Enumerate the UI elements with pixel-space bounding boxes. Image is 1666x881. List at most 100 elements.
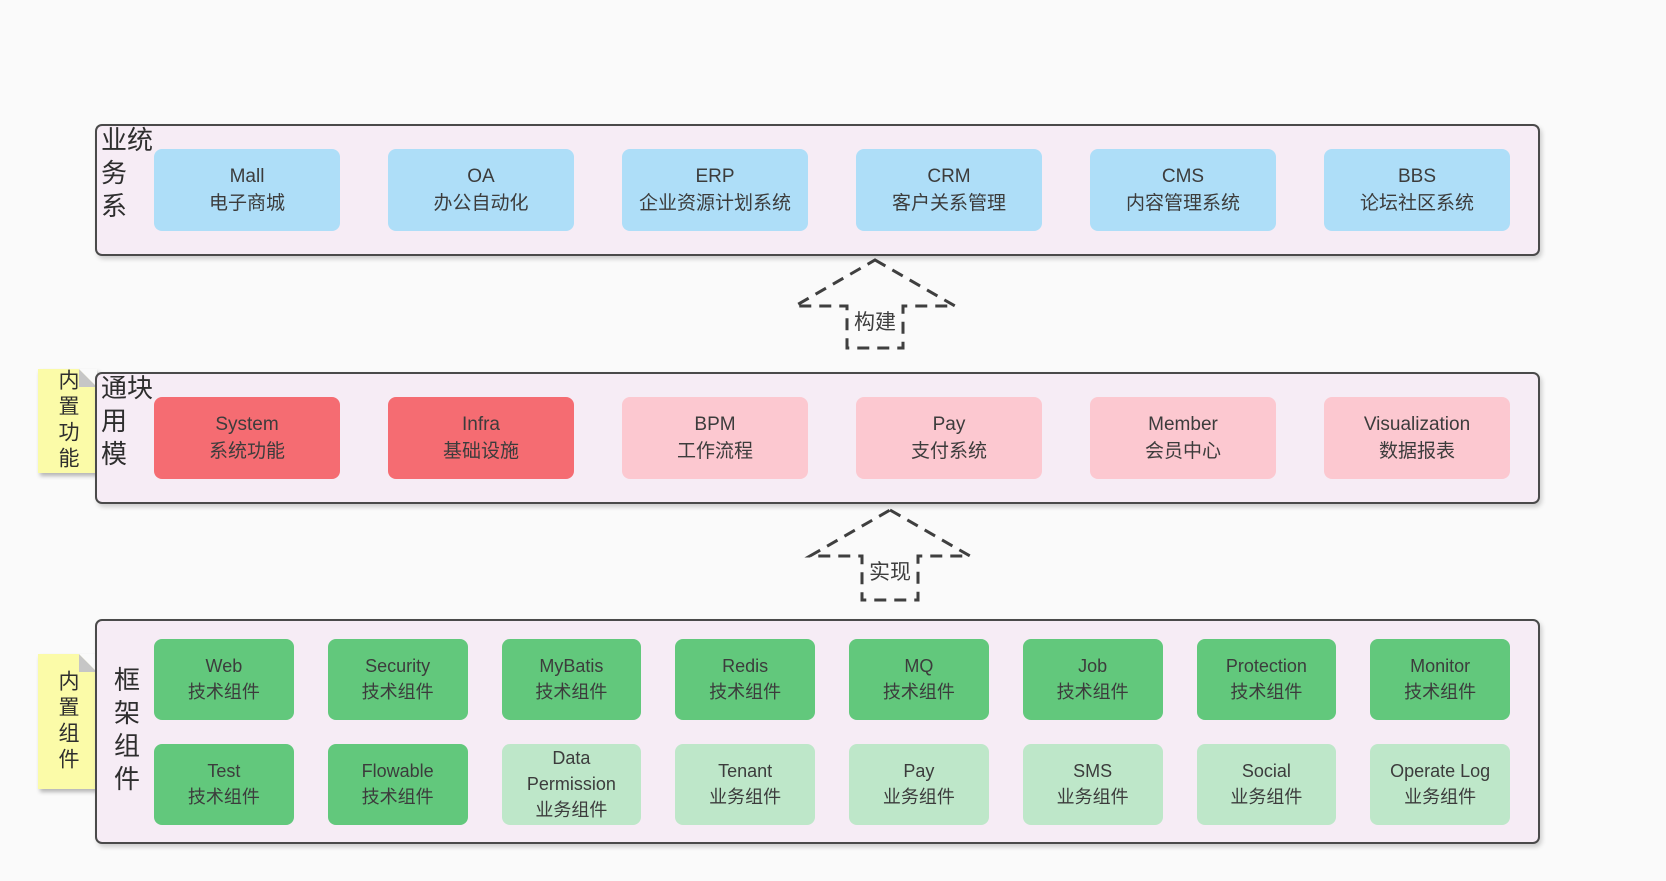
box-subtitle: 技术组件 bbox=[187, 787, 260, 807]
box-mall: Mall 电子商城 bbox=[154, 149, 340, 231]
box-title: Monitor bbox=[1410, 656, 1471, 676]
box-infra: Infra 基础设施 bbox=[388, 397, 574, 479]
box-title: Visualization bbox=[1363, 414, 1471, 435]
box-subtitle: 会员中心 bbox=[1144, 441, 1221, 462]
box-title: MQ bbox=[904, 656, 934, 676]
layer-label-business-systems: 业务系统 bbox=[97, 126, 154, 254]
box-subtitle: 业务组件 bbox=[882, 787, 955, 807]
box-title: Social bbox=[1241, 761, 1291, 781]
box-title: System bbox=[215, 414, 279, 435]
box-member: Member 会员中心 bbox=[1090, 397, 1276, 479]
box-title: MyBatis bbox=[539, 656, 604, 676]
arrow-implement-label: 实现 bbox=[869, 561, 911, 584]
box-oa: OA 办公自动化 bbox=[388, 149, 574, 231]
box-operate-log: Operate Log 业务组件 bbox=[1370, 743, 1510, 825]
box-subtitle: 技术组件 bbox=[709, 682, 782, 702]
common-boxes: System 系统功能 Infra 基础设施 BPM 工作流程 Pay 支付系统… bbox=[154, 397, 1538, 479]
box-title: Web bbox=[205, 656, 243, 676]
layer-label-text: 框架组件 bbox=[110, 665, 141, 798]
box-bpm: BPM 工作流程 bbox=[622, 397, 808, 479]
box-subtitle: 技术组件 bbox=[882, 682, 955, 702]
box-tenant: Tenant 业务组件 bbox=[675, 743, 815, 825]
business-row: Mall 电子商城 OA 办公自动化 ERP 企业资源计划系统 CRM 客户关系… bbox=[154, 149, 1510, 231]
box-title: SMS bbox=[1073, 761, 1113, 781]
box-subtitle: 基础设施 bbox=[442, 441, 519, 462]
box-subtitle: 技术组件 bbox=[361, 787, 434, 807]
box-title: ERP bbox=[695, 166, 735, 187]
box-protection: Protection 技术组件 bbox=[1196, 638, 1337, 720]
box-monitor: Monitor 技术组件 bbox=[1370, 638, 1510, 720]
box-bbs: BBS 论坛社区系统 bbox=[1324, 149, 1510, 231]
arrow-build-label: 构建 bbox=[854, 311, 896, 334]
box-title: Redis bbox=[722, 656, 769, 676]
box-job: Job 技术组件 bbox=[1022, 638, 1163, 720]
box-erp: ERP 企业资源计划系统 bbox=[622, 149, 808, 231]
box-subtitle: 技术组件 bbox=[361, 682, 434, 702]
box-title: Job bbox=[1078, 656, 1108, 676]
box-title: Pay bbox=[932, 414, 966, 435]
box-system: System 系统功能 bbox=[154, 397, 340, 479]
layer-business-systems: 业务系统 Mall 电子商城 OA 办公自动化 ERP 企业资源计划系统 CRM… bbox=[95, 124, 1540, 256]
box-subtitle: 系统功能 bbox=[208, 441, 285, 462]
box-title: CMS bbox=[1161, 166, 1205, 187]
layer-framework-components: 框架组件 Web 技术组件 Security 技术组件 MyBatis 技术组件… bbox=[95, 619, 1540, 844]
box-crm: CRM 客户关系管理 bbox=[856, 149, 1042, 231]
box-subtitle: 业务组件 bbox=[709, 787, 782, 807]
box-security: Security 技术组件 bbox=[327, 638, 468, 720]
arrow-implement: 实现 bbox=[804, 508, 976, 602]
box-title: Member bbox=[1148, 414, 1218, 435]
common-row: System 系统功能 Infra 基础设施 BPM 工作流程 Pay 支付系统… bbox=[154, 397, 1510, 479]
box-subtitle: 业务组件 bbox=[1056, 787, 1129, 807]
box-redis: Redis 技术组件 bbox=[675, 638, 815, 720]
box-subtitle: 技术组件 bbox=[1404, 682, 1477, 702]
box-subtitle: 支付系统 bbox=[910, 441, 987, 462]
folded-corner-icon bbox=[79, 369, 97, 387]
box-pay-system: Pay 支付系统 bbox=[856, 397, 1042, 479]
box-title: Protection bbox=[1225, 656, 1307, 676]
framework-boxes: Web 技术组件 Security 技术组件 MyBatis 技术组件 Redi… bbox=[154, 638, 1538, 825]
sticky-label: 内置组件 bbox=[56, 669, 79, 774]
box-subtitle: 技术组件 bbox=[187, 682, 260, 702]
box-subtitle: 业务组件 bbox=[535, 800, 608, 820]
box-test: Test 技术组件 bbox=[154, 743, 294, 825]
box-subtitle: 内容管理系统 bbox=[1125, 193, 1240, 214]
box-mybatis: MyBatis 技术组件 bbox=[501, 638, 642, 720]
box-title: Tenant bbox=[718, 761, 773, 781]
box-subtitle: 客户关系管理 bbox=[891, 193, 1006, 214]
layer-label-common-modules: 通用模块 bbox=[97, 374, 154, 502]
box-visualization: Visualization 数据报表 bbox=[1324, 397, 1510, 479]
box-title: CRM bbox=[927, 166, 971, 187]
box-title: Infra bbox=[461, 414, 501, 435]
box-subtitle: 电子商城 bbox=[208, 193, 285, 214]
box-subtitle: 工作流程 bbox=[676, 441, 753, 462]
folded-corner-icon bbox=[79, 654, 97, 672]
layer-label-text: 通用模块 bbox=[97, 374, 154, 473]
box-subtitle: 业务组件 bbox=[1404, 787, 1477, 807]
box-title: Flowable bbox=[361, 761, 434, 781]
box-flowable: Flowable 技术组件 bbox=[327, 743, 468, 825]
business-boxes: Mall 电子商城 OA 办公自动化 ERP 企业资源计划系统 CRM 客户关系… bbox=[154, 149, 1538, 231]
box-web: Web 技术组件 bbox=[154, 638, 294, 720]
layer-common-modules: 通用模块 System 系统功能 Infra 基础设施 BPM 工作流程 Pay… bbox=[95, 372, 1540, 504]
box-title: OA bbox=[467, 166, 495, 187]
box-subtitle: 办公自动化 bbox=[433, 193, 529, 214]
framework-row-2: Test 技术组件 Flowable 技术组件 Data Permission … bbox=[154, 743, 1510, 825]
box-subtitle: 技术组件 bbox=[535, 682, 608, 702]
box-title: BBS bbox=[1397, 166, 1437, 187]
layer-label-framework-components: 框架组件 bbox=[97, 621, 154, 842]
box-title: Pay bbox=[903, 761, 935, 781]
dashed-up-arrow-shape bbox=[804, 508, 976, 602]
box-subtitle: 企业资源计划系统 bbox=[638, 193, 791, 214]
box-mq: MQ 技术组件 bbox=[849, 638, 989, 720]
box-subtitle: 技术组件 bbox=[1056, 682, 1129, 702]
box-sms: SMS 业务组件 bbox=[1022, 743, 1163, 825]
sticky-note-builtin-features: 内置功能 bbox=[38, 369, 97, 473]
box-cms: CMS 内容管理系统 bbox=[1090, 149, 1276, 231]
box-title: Security bbox=[365, 656, 431, 676]
box-pay-component: Pay 业务组件 bbox=[849, 743, 989, 825]
box-subtitle: 技术组件 bbox=[1230, 682, 1303, 702]
layer-label-text: 业务系统 bbox=[97, 126, 154, 225]
box-social: Social 业务组件 bbox=[1196, 743, 1337, 825]
sticky-note-builtin-components: 内置组件 bbox=[38, 654, 97, 789]
